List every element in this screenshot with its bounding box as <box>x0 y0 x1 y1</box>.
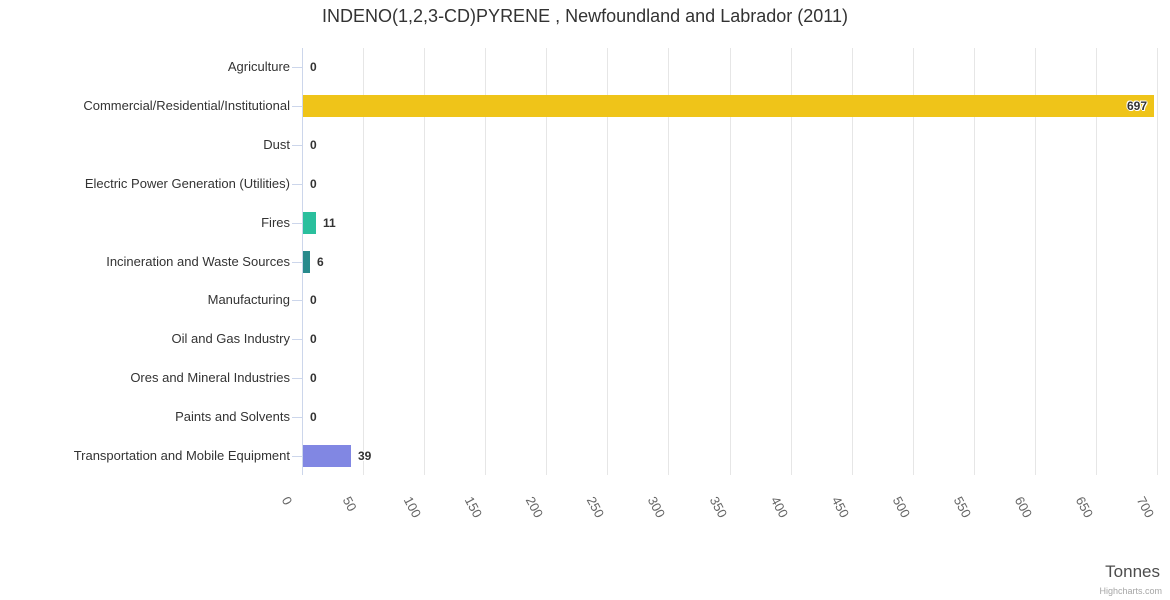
bar-value-label: 0 <box>310 332 317 346</box>
category-tick <box>292 262 302 263</box>
gridline <box>913 48 914 475</box>
x-axis-tick-label: 650 <box>1072 494 1097 521</box>
category-label: Oil and Gas Industry <box>171 331 291 346</box>
x-axis-tick-label: 50 <box>339 494 360 514</box>
category-tick <box>292 67 302 68</box>
category-label: Dust <box>263 137 290 152</box>
bar[interactable] <box>303 251 310 273</box>
bar-value-label: 0 <box>310 177 317 191</box>
gridline <box>730 48 731 475</box>
x-axis-tick-label: 250 <box>583 494 608 521</box>
bar-value-label: 11 <box>323 216 336 230</box>
x-axis-title: Tonnes <box>1105 562 1160 581</box>
category-label: Transportation and Mobile Equipment <box>73 448 290 463</box>
gridline <box>607 48 608 475</box>
bar-value-label: 0 <box>310 410 317 424</box>
category-tick <box>292 300 302 301</box>
gridline <box>1096 48 1097 475</box>
category-label: Incineration and Waste Sources <box>106 254 290 269</box>
bar-value-label: 0 <box>310 60 317 74</box>
x-axis-tick-label: 600 <box>1011 494 1036 521</box>
x-axis-tick-label: 550 <box>950 494 975 521</box>
bar[interactable] <box>303 445 351 467</box>
gridline <box>1157 48 1158 475</box>
x-axis-tick-label: 400 <box>767 494 792 521</box>
category-tick <box>292 145 302 146</box>
x-axis-tick-label: 500 <box>889 494 914 521</box>
x-axis-tick-label: 150 <box>461 494 486 521</box>
category-tick <box>292 106 302 107</box>
gridline <box>791 48 792 475</box>
bar-value-label: 697 <box>1126 99 1147 113</box>
highcharts-credit-link[interactable]: Highcharts.com <box>1099 586 1162 596</box>
gridline <box>424 48 425 475</box>
category-label: Paints and Solvents <box>175 409 290 424</box>
category-tick <box>292 417 302 418</box>
bar-value-label: 0 <box>310 293 317 307</box>
x-axis-tick-label: 300 <box>644 494 669 521</box>
category-label: Ores and Mineral Industries <box>130 370 290 385</box>
gridline <box>363 48 364 475</box>
bar[interactable] <box>303 95 1154 117</box>
category-axis-line <box>302 48 303 475</box>
category-tick <box>292 223 302 224</box>
x-axis-tick-label: 350 <box>706 494 731 521</box>
category-label: Electric Power Generation (Utilities) <box>84 176 290 191</box>
x-axis-tick-label: 700 <box>1133 494 1158 521</box>
gridline <box>974 48 975 475</box>
bar-value-label: 39 <box>358 449 372 463</box>
x-axis-tick-label: 100 <box>400 494 425 521</box>
bar-value-label: 6 <box>317 255 324 269</box>
category-label: Agriculture <box>227 59 290 74</box>
x-axis-tick-label: 200 <box>522 494 547 521</box>
category-label: Commercial/Residential/Institutional <box>83 98 290 113</box>
x-axis-tick-label: 450 <box>828 494 853 521</box>
category-label: Fires <box>261 215 290 230</box>
gridline <box>546 48 547 475</box>
chart-title: INDENO(1,2,3-CD)PYRENE , Newfoundland an… <box>322 6 848 26</box>
category-label: Manufacturing <box>207 292 290 307</box>
category-tick <box>292 456 302 457</box>
gridline <box>485 48 486 475</box>
category-tick <box>292 184 302 185</box>
gridline <box>668 48 669 475</box>
category-tick <box>292 339 302 340</box>
gridline <box>1035 48 1036 475</box>
x-axis-tick-label: 0 <box>278 494 296 508</box>
gridline <box>852 48 853 475</box>
bar-value-label: 0 <box>310 138 317 152</box>
category-tick <box>292 378 302 379</box>
bar[interactable] <box>303 212 316 234</box>
bar-value-label: 0 <box>310 371 317 385</box>
